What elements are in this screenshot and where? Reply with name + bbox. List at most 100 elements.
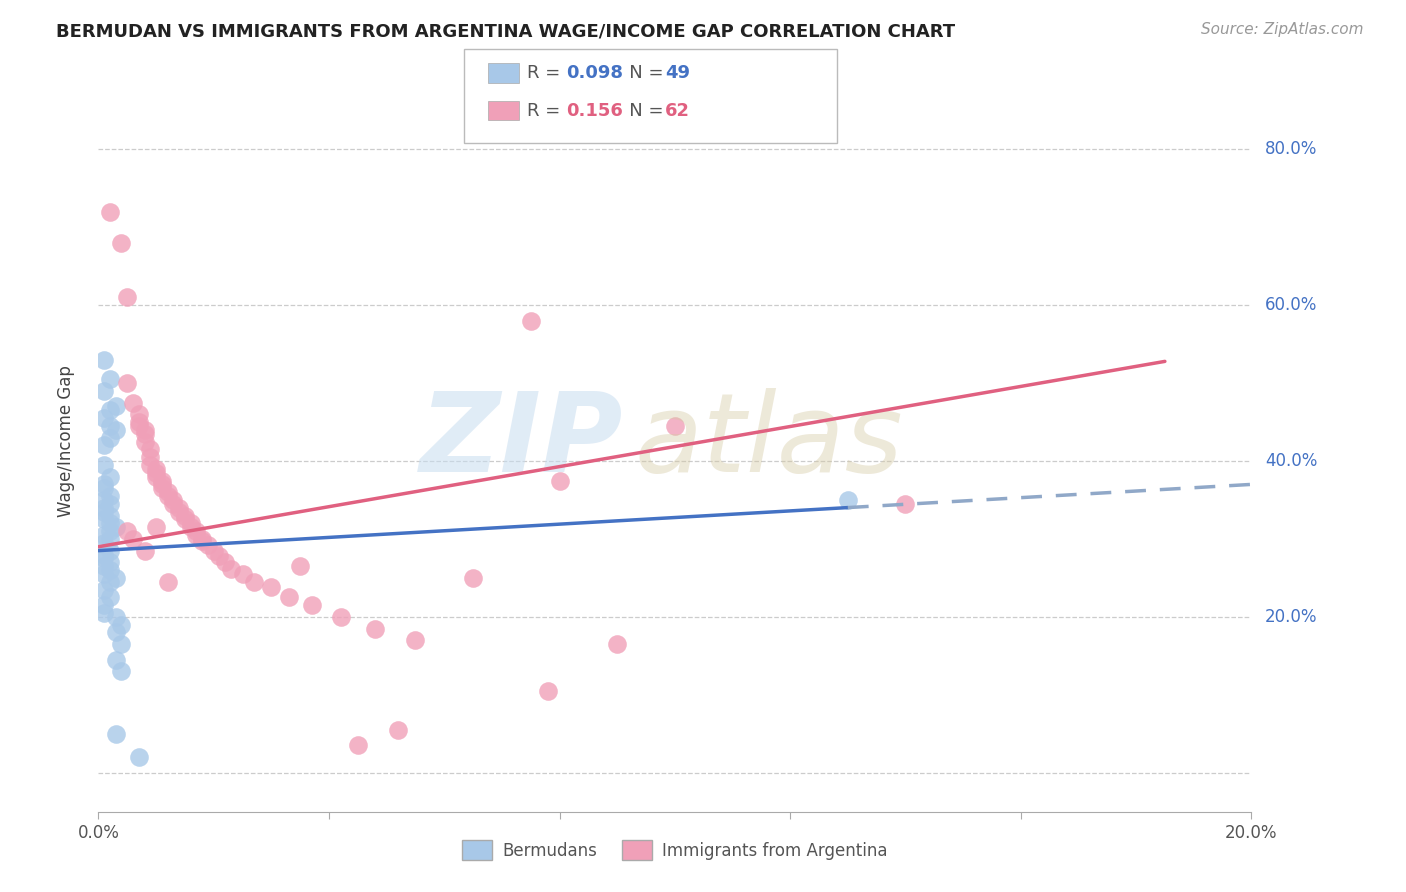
Point (93, 567, 115, 582)
Point (98, 574, 121, 589)
Point (93, 411, 115, 425)
Text: 62: 62 (665, 102, 690, 120)
Point (117, 290, 138, 304)
Point (290, 559, 312, 574)
Point (167, 505, 190, 519)
Point (122, 532, 145, 546)
Legend: Bermudans, Immigrants from Argentina: Bermudans, Immigrants from Argentina (456, 834, 894, 866)
Point (93, 512, 115, 526)
Point (93, 352, 115, 367)
Point (219, 561, 242, 575)
Point (231, 567, 254, 582)
Point (145, 469, 167, 483)
Point (346, 739, 368, 753)
Point (93, 505, 115, 519)
Y-axis label: Wage/Income Gap: Wage/Income Gap (56, 366, 75, 517)
Point (243, 574, 266, 589)
Point (894, 497, 917, 511)
Point (364, 622, 387, 636)
Point (104, 610, 127, 624)
Point (329, 610, 352, 624)
Point (104, 625, 127, 640)
Text: ZIP: ZIP (419, 388, 623, 495)
Point (387, 723, 409, 737)
Point (174, 512, 197, 526)
Point (110, 665, 132, 679)
Point (208, 549, 231, 563)
Point (93, 438, 115, 452)
Point (180, 520, 202, 534)
Point (180, 516, 202, 531)
Point (98, 524, 121, 538)
Point (162, 497, 184, 511)
Point (98, 543, 121, 558)
Point (156, 489, 179, 503)
Point (537, 684, 560, 698)
Point (301, 598, 323, 612)
Point (162, 493, 184, 508)
Point (93, 598, 115, 612)
Point (197, 538, 219, 552)
Point (139, 458, 162, 472)
Point (174, 508, 197, 523)
Point (117, 524, 138, 538)
Point (93, 528, 115, 542)
Point (93, 606, 115, 620)
Point (93, 384, 115, 398)
Point (191, 533, 214, 548)
Point (837, 493, 859, 508)
Point (98, 419, 121, 434)
Point (98, 591, 121, 605)
Point (104, 571, 127, 585)
Point (93, 548, 115, 562)
Text: 49: 49 (665, 64, 690, 82)
Point (98, 532, 121, 546)
Point (93, 551, 115, 566)
Point (202, 543, 225, 558)
Point (520, 314, 543, 328)
Point (98, 563, 121, 577)
Point (110, 637, 132, 651)
Text: 20.0%: 20.0% (1265, 607, 1317, 626)
Text: R =: R = (527, 64, 567, 82)
Point (150, 481, 173, 495)
Point (128, 415, 150, 429)
Point (191, 532, 214, 546)
Text: Source: ZipAtlas.com: Source: ZipAtlas.com (1201, 22, 1364, 37)
Text: 60.0%: 60.0% (1265, 296, 1317, 314)
Point (98, 489, 121, 503)
Point (110, 235, 132, 250)
Point (128, 419, 150, 434)
Point (167, 500, 190, 515)
Point (145, 462, 167, 476)
Point (93, 481, 115, 495)
Text: 80.0%: 80.0% (1265, 140, 1317, 158)
Point (98, 516, 121, 531)
Point (93, 500, 115, 515)
Point (93, 582, 115, 597)
Point (98, 431, 121, 445)
Point (134, 434, 156, 449)
Point (139, 450, 162, 464)
Text: N =: N = (612, 102, 669, 120)
Point (139, 442, 162, 457)
Point (186, 524, 208, 538)
Point (134, 543, 156, 558)
Point (122, 395, 145, 409)
Point (186, 528, 208, 542)
Text: 0.156: 0.156 (567, 102, 623, 120)
Point (104, 727, 127, 741)
Point (98, 555, 121, 569)
Point (98, 508, 121, 523)
Point (405, 633, 427, 648)
Point (128, 407, 150, 421)
Point (134, 426, 156, 441)
Text: BERMUDAN VS IMMIGRANTS FROM ARGENTINA WAGE/INCOME GAP CORRELATION CHART: BERMUDAN VS IMMIGRANTS FROM ARGENTINA WA… (56, 22, 955, 40)
Point (98, 497, 121, 511)
Point (98, 204, 121, 219)
Point (214, 555, 236, 569)
Point (98, 403, 121, 417)
Point (110, 617, 132, 632)
Point (145, 466, 167, 480)
Point (461, 571, 484, 585)
